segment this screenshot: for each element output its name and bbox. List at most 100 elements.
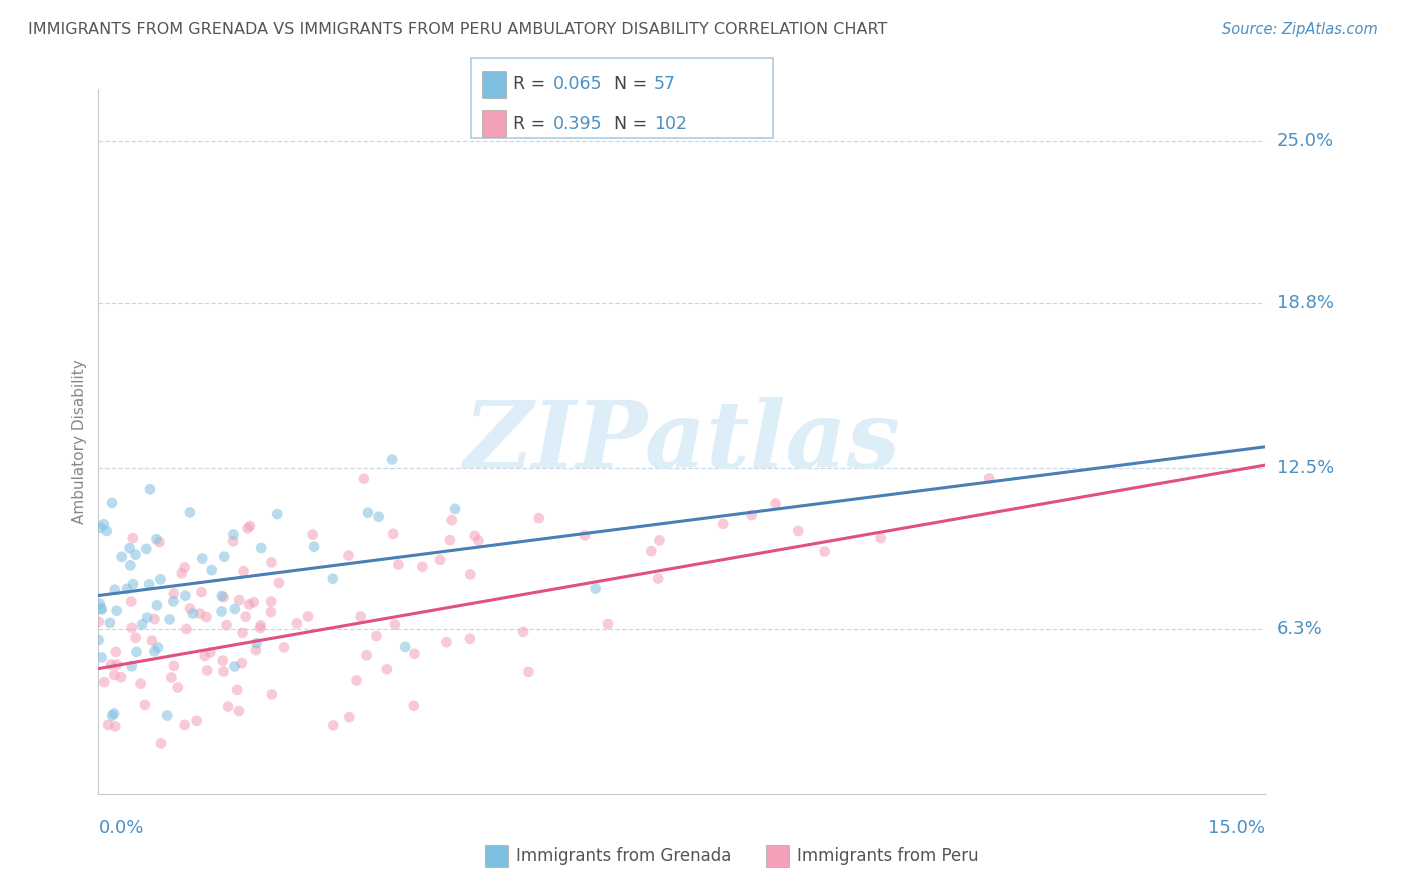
Point [527,511,550,525]
Point [195,610,218,624]
Point [231,656,253,670]
Point [239,519,262,533]
Point [191,551,214,566]
Point [173,718,195,732]
Point [215,618,238,632]
Point [129,676,152,690]
Point [174,589,197,603]
Point [111,549,134,564]
Point [162,594,184,608]
Point [245,643,267,657]
Point [124,631,146,645]
Point [337,710,360,724]
Text: 12.5%: 12.5% [1277,458,1334,476]
Point [179,505,201,519]
Point [787,524,810,538]
Point [640,544,662,558]
Point [122,577,145,591]
Point [149,736,172,750]
Point [250,541,273,555]
Point [148,535,170,549]
Point [814,544,837,558]
Point [163,586,186,600]
Point [226,682,249,697]
Point [89,597,111,611]
Point [118,541,141,556]
Point [322,572,344,586]
Point [260,605,283,619]
Point [90,601,112,615]
Point [104,645,127,659]
Point [444,501,467,516]
Point [648,533,671,548]
Point [146,599,169,613]
Text: IMMIGRANTS FROM GRENADA VS IMMIGRANTS FROM PERU AMBULATORY DISABILITY CORRELATIO: IMMIGRANTS FROM GRENADA VS IMMIGRANTS FR… [28,22,887,37]
Text: 57: 57 [654,76,676,94]
Point [121,621,143,635]
Point [176,622,198,636]
Point [228,593,250,607]
Point [232,564,254,578]
Point [353,472,375,486]
Text: 0.395: 0.395 [553,115,602,133]
Point [138,577,160,591]
Point [101,708,124,723]
Point [160,671,183,685]
Point [166,681,188,695]
Point [869,531,891,545]
Text: 25.0%: 25.0% [1277,132,1334,151]
Point [105,604,128,618]
Point [301,527,323,541]
Point [357,506,380,520]
Point [103,706,125,721]
Text: Immigrants from Peru: Immigrants from Peru [797,847,979,865]
Point [711,516,734,531]
Point [188,607,211,621]
Point [467,533,489,548]
Point [134,698,156,712]
Point [211,605,233,619]
Point [97,718,120,732]
Point [173,560,195,574]
Point [367,509,389,524]
Point [179,601,201,615]
Point [765,496,787,510]
Point [194,648,217,663]
Point [125,645,148,659]
Point [163,659,186,673]
Point [156,708,179,723]
Point [242,595,264,609]
Point [236,521,259,535]
Point [143,612,166,626]
Point [212,665,235,679]
Point [458,567,481,582]
Point [596,617,619,632]
Point [201,563,224,577]
Point [402,698,425,713]
Point [249,621,271,635]
Point [224,602,246,616]
Point [346,673,368,688]
Point [235,609,257,624]
Point [93,675,115,690]
Point [440,513,463,527]
Point [181,607,204,621]
Point [212,590,235,604]
Point [977,471,1000,485]
Point [245,636,267,650]
Point [200,645,222,659]
Point [121,531,143,545]
Point [103,668,125,682]
Text: R =: R = [513,115,551,133]
Point [404,647,426,661]
Point [120,594,142,608]
Text: 6.3%: 6.3% [1277,621,1322,639]
Point [249,618,271,632]
Point [87,615,110,629]
Point [135,541,157,556]
Point [574,528,596,542]
Point [217,699,239,714]
Point [96,524,118,538]
Point [90,650,112,665]
Point [356,648,378,663]
